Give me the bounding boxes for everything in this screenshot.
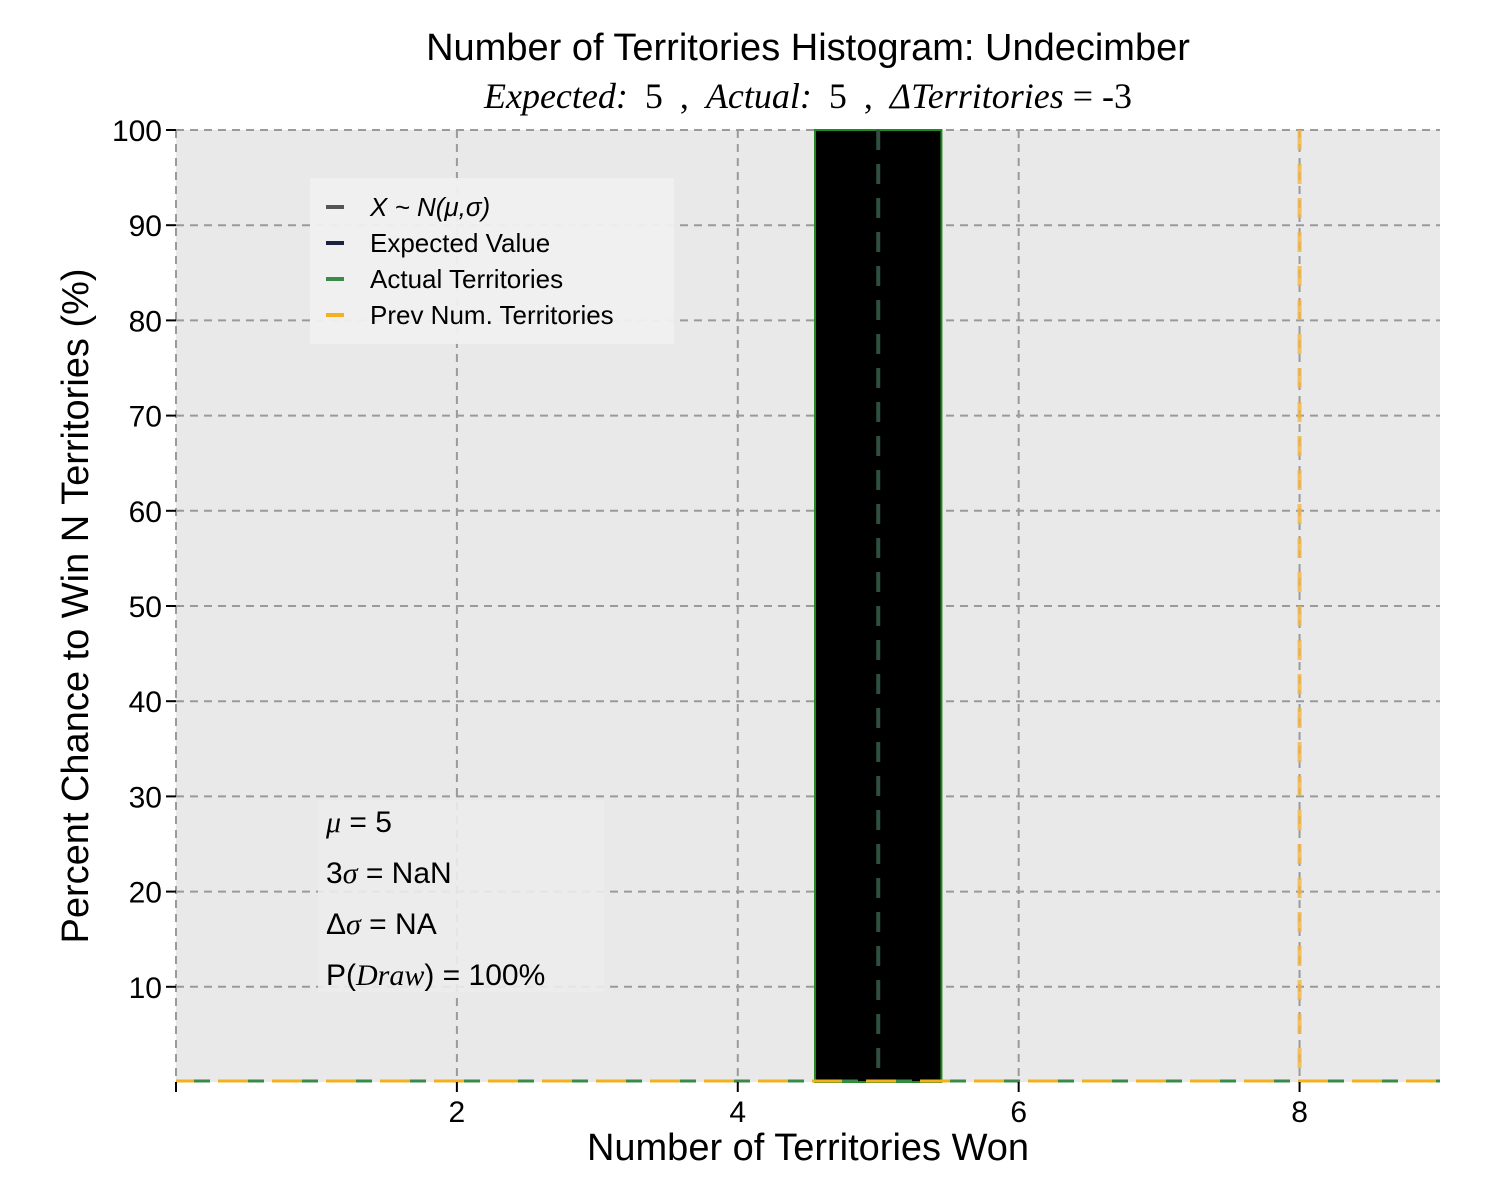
subtitle-sep-1: ,: [680, 76, 689, 116]
legend-label: Expected Value: [370, 228, 550, 258]
stats-box-bg: [318, 800, 604, 992]
subtitle-expected-label: Expected:: [483, 76, 628, 116]
y-axis-label: Percent Chance to Win N Territories (%): [55, 268, 97, 943]
y-tick-label: 60: [129, 496, 162, 529]
legend: X ~ N(μ,σ) Expected Value Actual Territori…: [310, 178, 674, 344]
stat-three-sigma-value: = NaN: [357, 857, 451, 890]
stats-box: μ = 5 3σ = NaN Δσ = NA P(Draw) = 100%: [318, 800, 604, 992]
subtitle-delta-value: = -3: [1073, 76, 1132, 116]
x-tick-label: 6: [1010, 1096, 1027, 1129]
stat-three-sigma: 3σ = NaN: [326, 857, 452, 890]
y-tick-label: 90: [129, 210, 162, 243]
stat-p-draw-symbol: Draw: [355, 959, 424, 992]
y-tick-label: 10: [129, 972, 162, 1005]
y-tick-label: 70: [129, 401, 162, 434]
stat-three-sigma-prefix: 3: [326, 857, 343, 890]
subtitle-delta-label: ΔTerritories: [888, 76, 1064, 116]
legend-label: Prev Num. Territories: [370, 300, 614, 330]
legend-box: [310, 178, 674, 344]
subtitle-sep-2: ,: [864, 76, 873, 116]
y-tick-label: 40: [129, 686, 162, 719]
legend-label: X ~ N(μ,σ): [369, 192, 490, 222]
legend-label: Actual Territories: [370, 264, 563, 294]
y-tick-label: 50: [129, 591, 162, 624]
stat-delta-sigma-symbol: σ: [346, 908, 362, 941]
x-tick-label: 4: [729, 1096, 746, 1129]
stat-delta-sigma-prefix: Δ: [326, 908, 346, 941]
chart-title: Number of Territories Histogram: Undecim…: [426, 27, 1190, 69]
x-tick-label: 2: [449, 1096, 466, 1129]
subtitle-expected-value: 5: [645, 76, 663, 116]
reference-lines: [876, 130, 1302, 1082]
y-tick-label: 20: [129, 877, 162, 910]
stat-p-draw: P(Draw) = 100%: [326, 959, 545, 992]
y-tick-label: 100: [112, 115, 162, 148]
y-tick-label: 30: [129, 781, 162, 814]
stat-mu-value: = 5: [341, 806, 392, 839]
x-axis-label: Number of Territories Won: [587, 1127, 1029, 1169]
stat-mu: μ = 5: [325, 806, 392, 839]
axis-ticks: 2 4 6 8 10 20 30 40 50 60 70 80 90 100: [112, 115, 1308, 1129]
subtitle-actual-value: 5: [829, 76, 847, 116]
stat-p-draw-prefix: P(: [326, 959, 356, 992]
stat-delta-sigma-value: = NA: [361, 908, 437, 941]
stat-delta-sigma: Δσ = NA: [326, 908, 437, 941]
stat-three-sigma-symbol: σ: [343, 857, 359, 890]
chart-subtitle: Expected: 5 , Actual: 5 , ΔTerritories =…: [483, 76, 1132, 116]
stat-p-draw-value: ) = 100%: [424, 959, 545, 992]
x-tick-label: 8: [1291, 1096, 1308, 1129]
subtitle-actual-label: Actual:: [704, 76, 812, 116]
y-tick-label: 80: [129, 305, 162, 338]
stat-mu-symbol: μ: [325, 806, 341, 839]
